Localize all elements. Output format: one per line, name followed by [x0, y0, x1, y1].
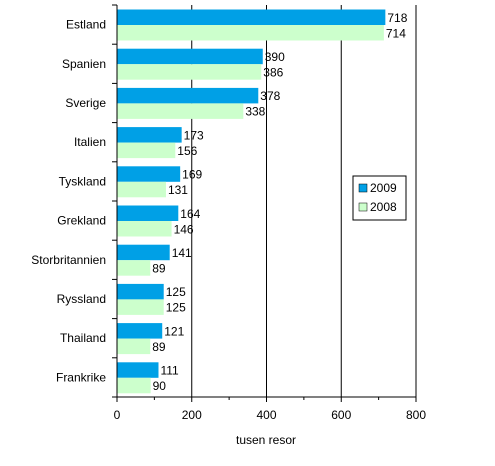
bar-estland-2008 — [117, 25, 384, 41]
category-label-tyskland: Tyskland — [59, 174, 106, 188]
x-axis-title: tusen resor — [236, 433, 296, 447]
bar-grekland-2009 — [117, 205, 179, 221]
bar-ryssland-2009 — [117, 283, 164, 300]
data-label-italien-2008: 156 — [177, 144, 197, 158]
legend-label-2008: 2008 — [370, 200, 397, 214]
bar-italien-2008 — [117, 142, 176, 159]
bar-italien-2009 — [117, 127, 182, 143]
data-label-spanien-2009: 390 — [265, 50, 285, 64]
data-label-italien-2009: 173 — [184, 128, 204, 142]
category-label-estland: Estland — [66, 18, 106, 32]
bar-spanien-2008 — [117, 64, 262, 80]
data-label-thailand-2008: 89 — [152, 340, 166, 354]
data-label-estland-2008: 714 — [386, 26, 406, 40]
data-label-tyskland-2009: 169 — [182, 168, 202, 182]
data-label-ryssland-2009: 125 — [166, 285, 186, 299]
category-label-grekland: Grekland — [57, 214, 106, 228]
data-label-estland-2009: 718 — [387, 11, 407, 25]
bar-estland-2009 — [117, 9, 386, 25]
legend-swatch-2008 — [358, 202, 368, 212]
bar-ryssland-2008 — [117, 299, 164, 315]
data-label-grekland-2009: 164 — [180, 207, 200, 221]
x-tick-label-400: 400 — [256, 408, 276, 422]
bars — [117, 9, 386, 394]
category-label-storbritannien: Storbritannien — [31, 253, 106, 267]
category-label-spanien: Spanien — [62, 57, 106, 71]
data-label-tyskland-2008: 131 — [168, 183, 188, 197]
bar-storbritannien-2009 — [117, 244, 170, 261]
bar-storbritannien-2008 — [117, 260, 151, 276]
x-tick-label-600: 600 — [331, 408, 351, 422]
category-label-ryssland: Ryssland — [57, 292, 106, 306]
gridlines — [191, 5, 417, 397]
data-label-thailand-2009: 121 — [164, 324, 184, 338]
category-label-sverige: Sverige — [65, 96, 106, 110]
x-tick-label-800: 800 — [406, 408, 426, 422]
bar-spanien-2009 — [117, 48, 263, 65]
category-label-frankrike: Frankrike — [56, 370, 106, 384]
bar-sverige-2008 — [117, 103, 244, 119]
data-label-sverige-2008: 338 — [245, 105, 265, 119]
category-label-italien: Italien — [74, 135, 106, 149]
data-label-frankrike-2009: 111 — [160, 364, 179, 378]
bar-frankrike-2008 — [117, 377, 151, 394]
bar-thailand-2009 — [117, 323, 163, 339]
legend-label-2009: 2009 — [370, 181, 397, 195]
data-label-sverige-2009: 378 — [260, 89, 280, 103]
bar-grekland-2008 — [117, 221, 172, 237]
bar-frankrike-2009 — [117, 362, 159, 378]
data-label-spanien-2008: 386 — [263, 65, 283, 79]
bar-tyskland-2009 — [117, 166, 181, 182]
legend-box — [352, 175, 407, 221]
data-label-grekland-2008: 146 — [174, 222, 194, 236]
axes — [112, 4, 417, 402]
bar-thailand-2008 — [117, 338, 151, 355]
data-label-storbritannien-2009: 141 — [172, 246, 192, 260]
data-label-frankrike-2008: 90 — [153, 379, 167, 393]
legend-swatch-2009 — [358, 183, 368, 193]
x-tick-label-200: 200 — [182, 408, 202, 422]
data-label-storbritannien-2008: 89 — [152, 261, 166, 275]
bar-tyskland-2008 — [117, 181, 166, 198]
x-tick-label-0: 0 — [114, 408, 121, 422]
category-label-thailand: Thailand — [60, 331, 106, 345]
data-label-ryssland-2008: 125 — [166, 301, 186, 315]
legend: 2009 2008 — [352, 175, 407, 221]
bar-sverige-2009 — [117, 87, 259, 104]
